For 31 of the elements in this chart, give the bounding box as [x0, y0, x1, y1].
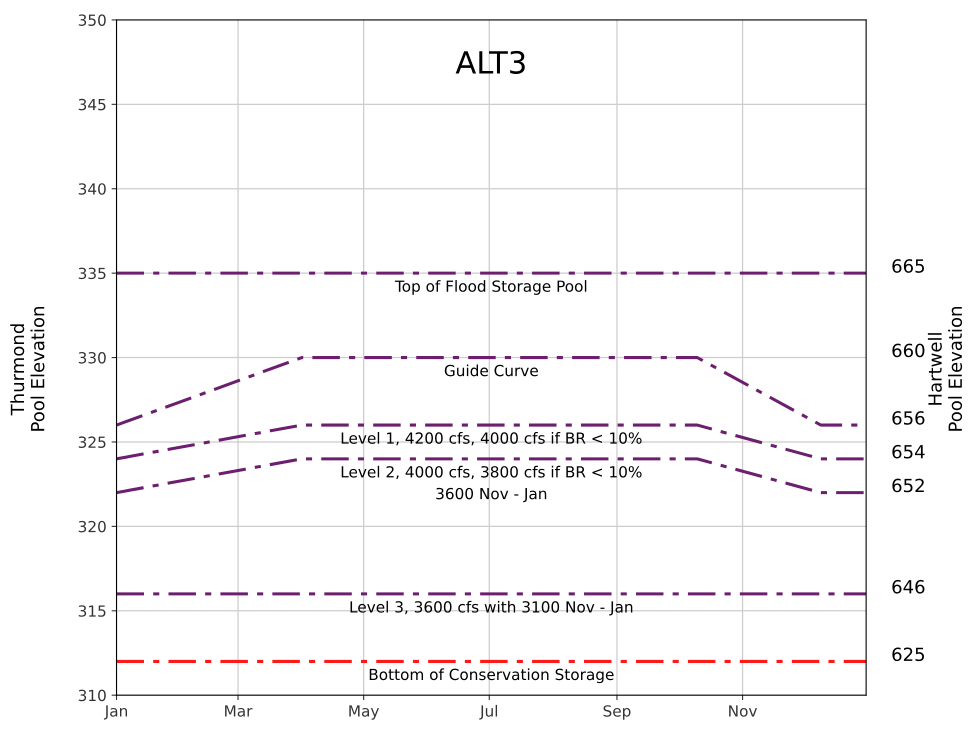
text: 646 — [892, 580, 924, 594]
x-tick-label: Nov — [729, 705, 758, 717]
series-label: Level 2, 4000 cfs, 3800 cfs if BR < 10% 3600 Nov - Jan — [342, 466, 642, 502]
x-tick-label: Sep — [604, 705, 631, 720]
text: 654 — [892, 444, 925, 459]
series-label: Bottom of Conservation Storage — [370, 668, 614, 684]
series-label: Level 3, 3600 cfs with 3100 Nov - Jan — [350, 600, 632, 616]
y-tick-label: 335 — [78, 268, 106, 280]
y-axis-title: Thurmond Pool Elevation — [10, 307, 44, 431]
x-tick-label: Mar — [225, 705, 252, 717]
y-tick-label: 315 — [78, 605, 106, 617]
y-tick-label: 345 — [78, 98, 106, 110]
text: 660 — [892, 344, 924, 358]
y-tick-label: 330 — [78, 352, 106, 364]
y2-axis-title: Hartwell Pool Elevation — [928, 307, 962, 431]
y-tick-label: 340 — [78, 183, 106, 195]
text: 665 — [892, 259, 924, 273]
y-tick-label: 350 — [78, 14, 106, 26]
x-tick-label: Jan — [104, 705, 127, 720]
y-tick-label: 310 — [78, 690, 106, 702]
y-tick-label: 325 — [78, 436, 106, 448]
text: 656 — [892, 411, 924, 425]
y-tick-label: 320 — [78, 520, 106, 532]
x-tick-label: May — [349, 705, 379, 720]
series-label: Top of Flood Storage Pool — [394, 280, 586, 295]
text: ALT3 — [456, 50, 525, 74]
text: 652 — [892, 478, 924, 492]
series-label: Guide Curve — [444, 364, 538, 376]
text: 625 — [892, 647, 924, 662]
x-tick-label: Jul — [479, 704, 498, 720]
series-label: Level 1, 4200 cfs, 4000 cfs if BR < 10% — [342, 432, 642, 446]
